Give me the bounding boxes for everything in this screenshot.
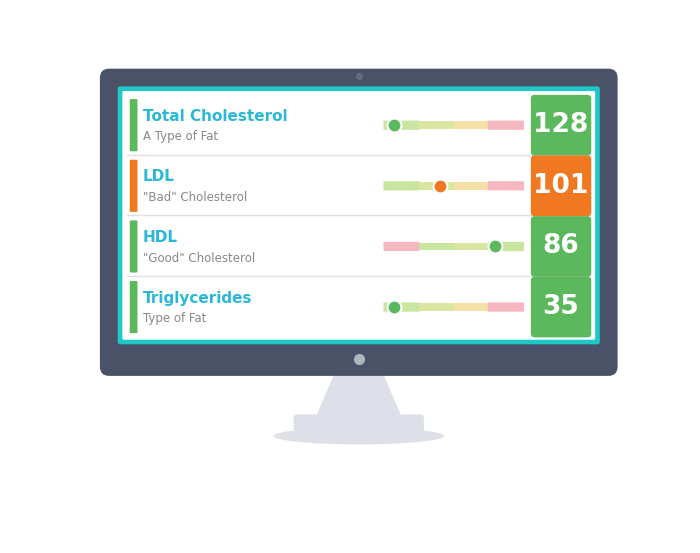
FancyBboxPatch shape [130, 220, 137, 273]
FancyBboxPatch shape [130, 99, 137, 152]
FancyBboxPatch shape [531, 216, 592, 276]
FancyBboxPatch shape [384, 302, 420, 312]
Text: Total Cholesterol: Total Cholesterol [143, 109, 287, 124]
FancyBboxPatch shape [419, 243, 454, 251]
Text: 128: 128 [533, 112, 589, 138]
Text: 35: 35 [542, 294, 580, 320]
FancyBboxPatch shape [130, 281, 137, 333]
Text: "Bad" Cholesterol: "Bad" Cholesterol [143, 191, 247, 204]
FancyBboxPatch shape [488, 242, 524, 251]
FancyBboxPatch shape [454, 243, 489, 251]
FancyBboxPatch shape [127, 156, 591, 215]
FancyBboxPatch shape [127, 278, 591, 337]
FancyBboxPatch shape [531, 276, 592, 337]
FancyBboxPatch shape [419, 303, 454, 311]
FancyBboxPatch shape [127, 96, 591, 155]
FancyBboxPatch shape [130, 160, 137, 212]
FancyBboxPatch shape [488, 302, 524, 312]
FancyBboxPatch shape [419, 182, 454, 190]
FancyBboxPatch shape [488, 181, 524, 190]
Text: Type of Fat: Type of Fat [143, 312, 206, 325]
Text: HDL: HDL [143, 230, 178, 245]
FancyBboxPatch shape [531, 155, 592, 216]
Text: 101: 101 [533, 173, 589, 199]
FancyBboxPatch shape [384, 242, 420, 251]
FancyBboxPatch shape [127, 217, 591, 276]
Text: LDL: LDL [143, 169, 174, 185]
FancyBboxPatch shape [122, 91, 595, 340]
Ellipse shape [274, 427, 444, 445]
FancyBboxPatch shape [384, 181, 420, 190]
Text: 86: 86 [542, 233, 580, 259]
FancyBboxPatch shape [419, 121, 454, 129]
FancyBboxPatch shape [100, 69, 617, 376]
FancyBboxPatch shape [454, 121, 489, 129]
Polygon shape [314, 367, 403, 421]
FancyBboxPatch shape [531, 95, 592, 155]
FancyBboxPatch shape [454, 182, 489, 190]
Text: "Good" Cholesterol: "Good" Cholesterol [143, 252, 255, 265]
Text: Triglycerides: Triglycerides [143, 291, 252, 306]
FancyBboxPatch shape [488, 121, 524, 130]
FancyBboxPatch shape [454, 303, 489, 311]
FancyBboxPatch shape [294, 414, 424, 435]
FancyBboxPatch shape [384, 121, 420, 130]
FancyBboxPatch shape [118, 86, 600, 345]
Text: A Type of Fat: A Type of Fat [143, 131, 218, 143]
